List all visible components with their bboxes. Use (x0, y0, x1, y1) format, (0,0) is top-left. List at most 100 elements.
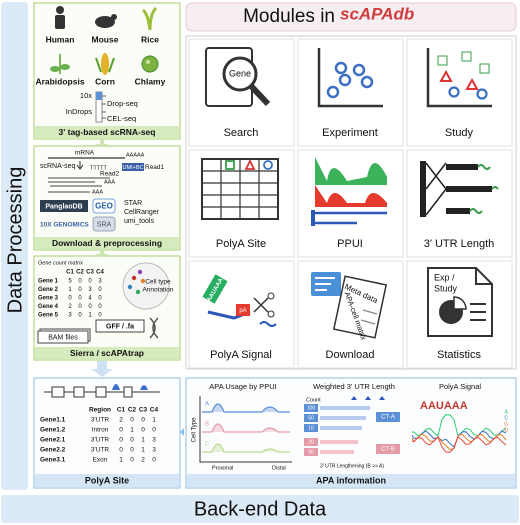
arrow (95, 250, 109, 257)
label: 2 (119, 417, 123, 424)
label: C (504, 415, 508, 421)
label: 0 (130, 417, 134, 424)
label: 3'UTR (91, 437, 110, 444)
label: Mouse (92, 34, 119, 44)
shape (92, 198, 116, 214)
label: 2 (68, 304, 72, 310)
shape (127, 284, 133, 290)
label: 0 (130, 457, 134, 464)
shape (332, 275, 388, 339)
label: 1 (141, 437, 145, 444)
label: Rice (141, 34, 159, 44)
label: 1 (152, 417, 156, 424)
label: 10X GENOMICS (40, 222, 89, 229)
shape (352, 63, 366, 77)
label: Exon (93, 457, 108, 464)
label: 0 (119, 447, 123, 454)
label: AAA (92, 189, 103, 195)
label: 50 (308, 449, 314, 455)
label: Gene1.2 (40, 427, 66, 434)
label: 10x (80, 91, 92, 100)
shape (50, 66, 60, 72)
shape (244, 158, 256, 170)
shape (123, 386, 133, 398)
label: A (505, 409, 509, 415)
label: Gene (229, 68, 251, 78)
shape (338, 73, 352, 87)
shape (448, 86, 460, 98)
label: Gene count matrix (38, 260, 83, 266)
label: 1 (68, 287, 72, 293)
label: 0 (98, 296, 102, 302)
shape (259, 321, 277, 327)
label: PolyA Signal (439, 382, 481, 391)
shape (326, 85, 340, 99)
shape (56, 6, 64, 14)
label: C4 (96, 270, 104, 276)
module-label: Experiment (322, 127, 378, 139)
label: 3 (98, 279, 102, 285)
label: PolyA Site (85, 475, 129, 485)
label: SRA (97, 221, 112, 228)
shape (304, 448, 318, 456)
label: CEL-seq (107, 114, 136, 123)
shape (60, 64, 70, 70)
shape (311, 211, 387, 225)
label: Corn (95, 76, 115, 86)
label: Gene2.2 (40, 447, 66, 454)
module-label: PPUI (337, 238, 363, 250)
shape (55, 15, 65, 29)
shape (315, 157, 387, 185)
label: APA information (316, 475, 386, 485)
shape (311, 210, 315, 226)
shape (140, 278, 146, 284)
shape (95, 386, 107, 398)
shape (453, 296, 467, 310)
shape (411, 436, 507, 453)
label: 1 (119, 457, 123, 464)
label: Chlamy (135, 76, 166, 86)
label: 3 (152, 447, 156, 454)
shape (141, 55, 159, 73)
shape (51, 386, 65, 398)
shape (96, 92, 102, 100)
label: 0 (78, 287, 82, 293)
shape (131, 275, 137, 281)
shape (95, 319, 145, 333)
label: 3' UTR Lengthening (B >> A) (320, 463, 384, 469)
shape (111, 14, 117, 20)
label: Drop-seq (107, 99, 138, 108)
label: Gene 3 (38, 296, 59, 302)
shape (376, 444, 400, 454)
shape (439, 69, 453, 82)
shape (248, 83, 271, 107)
label: 0 (141, 417, 145, 424)
label: C4 (150, 407, 159, 414)
label: Sierra / scAPAtrap (70, 348, 144, 358)
label: GEO (95, 202, 113, 211)
label: C2 (128, 407, 137, 414)
shape (122, 262, 170, 310)
shape (315, 277, 335, 291)
label: 10 (308, 425, 314, 431)
shape (446, 164, 492, 214)
label: C1 (117, 407, 126, 414)
label: 0 (88, 304, 92, 310)
sidebar (1, 2, 28, 490)
label: 0 (78, 313, 82, 319)
shape (35, 126, 179, 138)
shape (92, 216, 116, 232)
module-label: Study (445, 127, 474, 139)
shape (40, 200, 88, 212)
shape (411, 433, 507, 451)
shape (267, 310, 275, 318)
label: BAM files (48, 334, 78, 341)
label: AAUAAA (420, 400, 468, 412)
shape (320, 406, 370, 410)
label: 0 (141, 427, 145, 434)
label: 0 (78, 279, 82, 285)
module-label: Search (224, 127, 259, 139)
label: Proximal (212, 465, 233, 471)
label: Count (306, 397, 321, 403)
label: C3 (86, 270, 94, 276)
